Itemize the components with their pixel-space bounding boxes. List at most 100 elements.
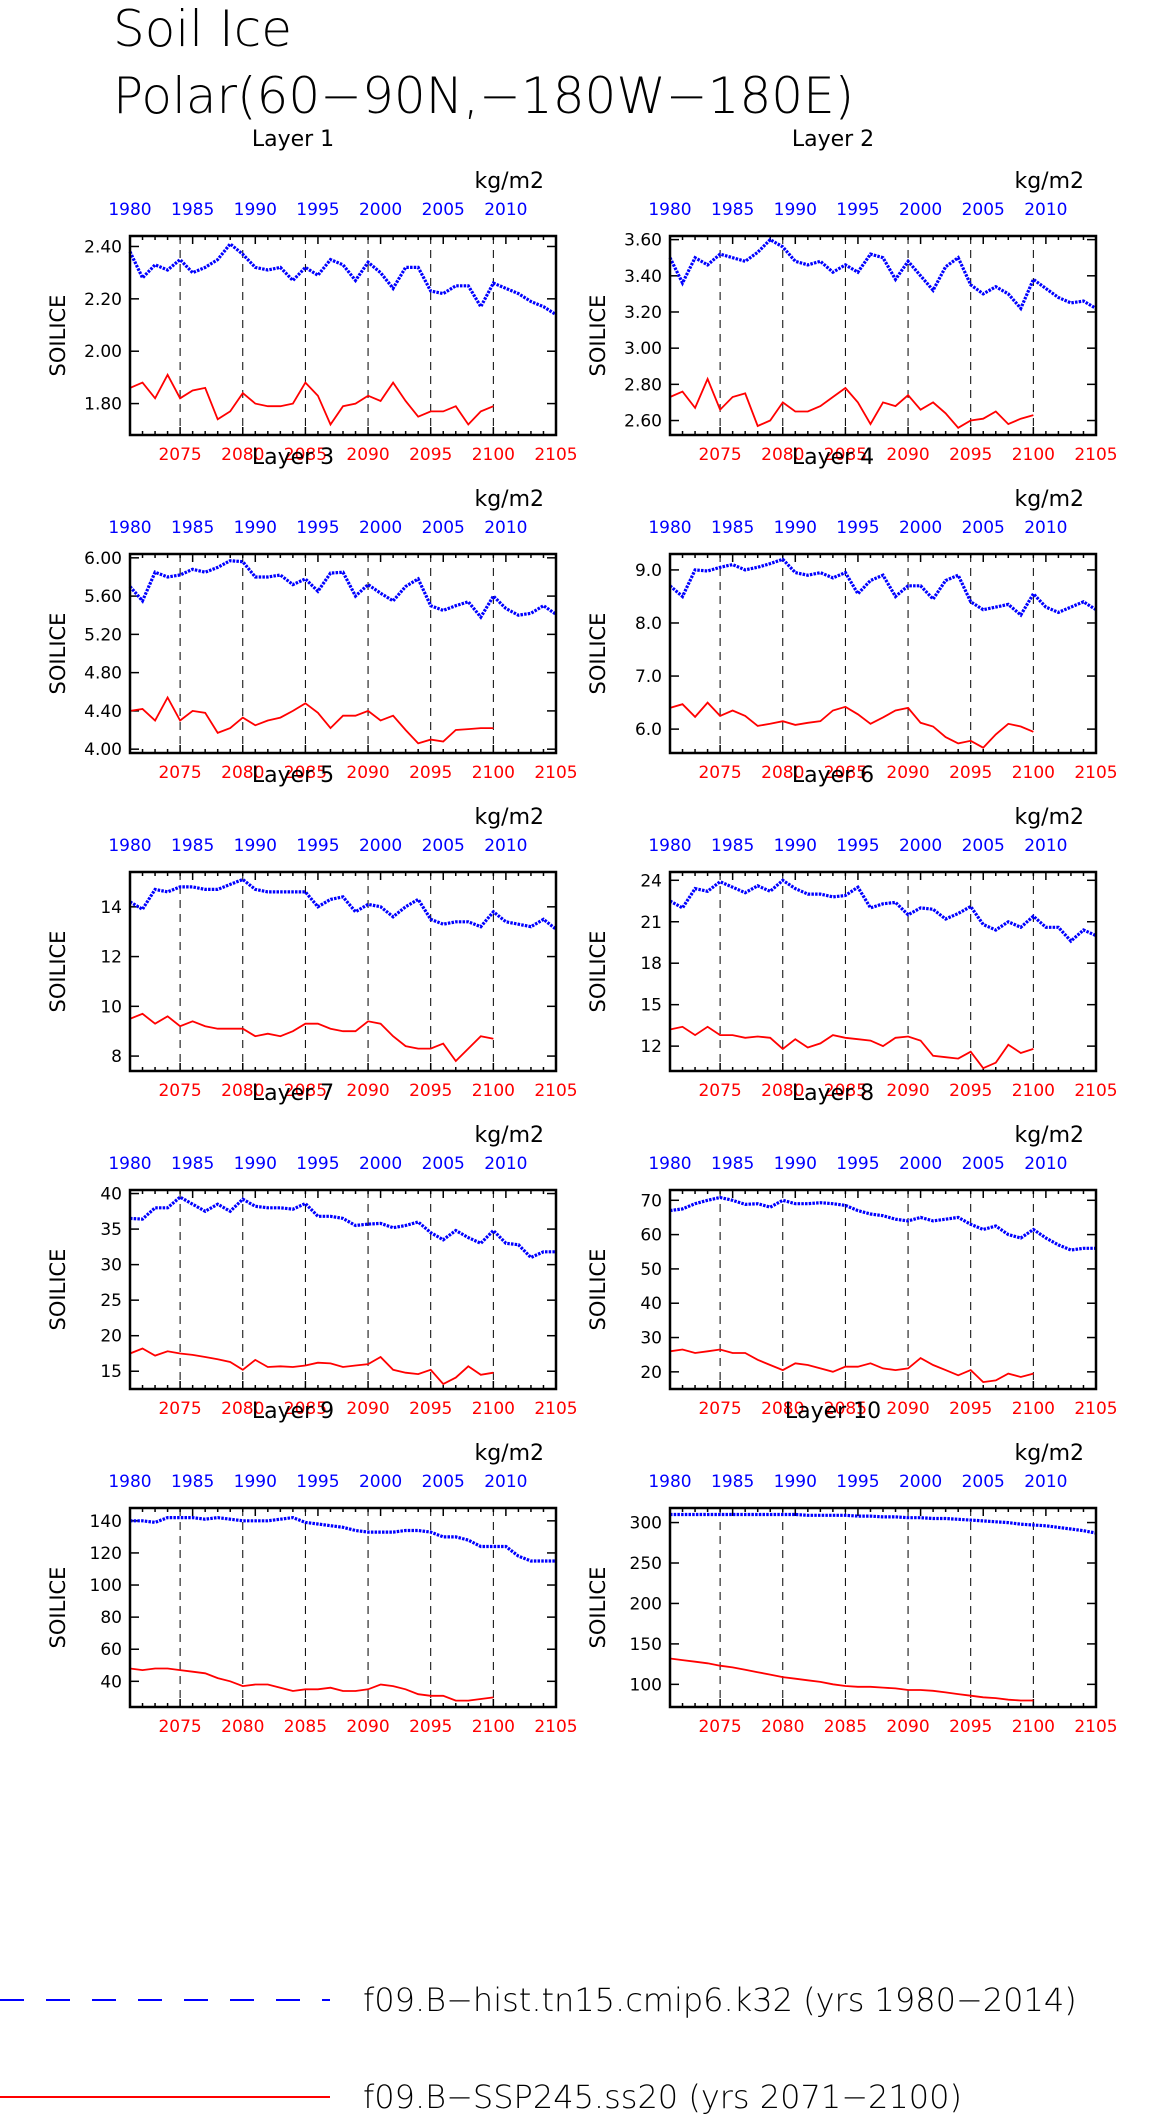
top-tick-label: 1990 (234, 200, 277, 220)
y-axis-label: SOILICE (46, 1567, 70, 1649)
bottom-tick-label: 2100 (472, 763, 515, 783)
y-tick-label: 10 (100, 997, 122, 1017)
top-tick-label: 2010 (484, 1154, 527, 1174)
y-tick-label: 7.0 (635, 667, 662, 687)
bottom-tick-label: 2090 (346, 763, 389, 783)
top-tick-label: 2005 (422, 200, 465, 220)
panel-title: Layer 5 (252, 763, 334, 788)
units-label: kg/m2 (1014, 1441, 1084, 1466)
bottom-tick-label: 2105 (1074, 445, 1117, 465)
series-line-hist (668, 237, 1097, 312)
y-axis-label: SOILICE (586, 1249, 610, 1331)
bottom-tick-label: 2105 (534, 1717, 577, 1737)
top-tick-label: 1980 (648, 518, 691, 538)
series-line-ssp (669, 1657, 1034, 1702)
y-tick-label: 30 (100, 1256, 122, 1276)
y-tick-label: 9.0 (635, 561, 662, 581)
bottom-tick-label: 2085 (284, 1717, 327, 1737)
y-axis-label: SOILICE (46, 931, 70, 1013)
plot-frame (128, 1506, 558, 1709)
top-tick-label: 2010 (484, 1472, 527, 1492)
y-tick-label: 4.00 (84, 740, 122, 760)
bottom-tick-label: 2075 (698, 1717, 741, 1737)
top-tick-label: 2010 (1024, 836, 1067, 856)
top-tick-label: 2000 (359, 836, 402, 856)
bottom-tick-label: 2105 (1074, 1717, 1117, 1737)
bottom-tick-label: 2090 (886, 1717, 929, 1737)
y-tick-label: 4.40 (84, 702, 122, 722)
y-axis-label: SOILICE (586, 613, 610, 695)
y-tick-label: 6.0 (635, 720, 662, 740)
y-tick-label: 5.60 (84, 587, 122, 607)
bottom-tick-label: 2095 (409, 763, 452, 783)
top-tick-label: 1990 (234, 518, 277, 538)
y-tick-label: 100 (90, 1576, 122, 1596)
bottom-tick-label: 2075 (698, 763, 741, 783)
y-tick-label: 3.00 (624, 339, 662, 359)
units-label: kg/m2 (1014, 805, 1084, 830)
bottom-tick-label: 2105 (1074, 1081, 1117, 1101)
y-tick-label: 120 (90, 1544, 122, 1564)
y-axis-label: SOILICE (586, 1567, 610, 1649)
panel-title: Layer 2 (792, 127, 874, 152)
bottom-tick-label: 2085 (824, 1717, 867, 1737)
bottom-tick-label: 2080 (221, 1717, 264, 1737)
series-line-ssp (129, 372, 494, 427)
y-tick-label: 14 (100, 898, 122, 918)
y-tick-label: 3.60 (624, 231, 662, 251)
y-tick-label: 18 (640, 954, 662, 974)
chart-panel-layer-4: Layer 4 kg/m2 1980 1985 1990 1995 2000 2005 2010… (586, 445, 1118, 783)
y-tick-label: 60 (640, 1226, 662, 1246)
y-tick-label: 80 (100, 1608, 122, 1628)
chart-panel-layer-2: Layer 2 kg/m2 1980 1985 1990 1995 2000 2005 2010… (586, 127, 1118, 465)
series-line-ssp (669, 376, 1034, 429)
plot-frame (668, 870, 1098, 1073)
y-tick-label: 15 (640, 996, 662, 1016)
y-tick-label: 50 (640, 1260, 662, 1280)
bottom-tick-label: 2080 (761, 445, 804, 465)
bottom-tick-label: 2090 (886, 763, 929, 783)
y-tick-label: 2.60 (624, 412, 662, 432)
series-line-ssp (129, 695, 494, 745)
bottom-tick-label: 2090 (886, 1081, 929, 1101)
top-tick-label: 1990 (774, 518, 817, 538)
plot-frame (128, 552, 558, 755)
units-label: kg/m2 (474, 1441, 544, 1466)
top-tick-label: 1985 (171, 1154, 214, 1174)
top-tick-label: 1985 (171, 1472, 214, 1492)
panel-title: Layer 9 (252, 1399, 334, 1424)
top-tick-label: 2005 (422, 836, 465, 856)
top-tick-label: 2000 (359, 1472, 402, 1492)
top-tick-label: 1990 (774, 1472, 817, 1492)
y-tick-label: 2.20 (84, 290, 122, 310)
bottom-tick-label: 2075 (158, 445, 201, 465)
top-tick-label: 2005 (422, 1154, 465, 1174)
units-label: kg/m2 (474, 1123, 544, 1148)
y-tick-label: 3.40 (624, 267, 662, 287)
bottom-tick-label: 2085 (824, 445, 867, 465)
top-tick-label: 2005 (962, 1472, 1005, 1492)
chart-panel-layer-8: Layer 8 kg/m2 1980 1985 1990 1995 2000 2005 2010… (586, 1081, 1118, 1419)
bottom-tick-label: 2085 (824, 763, 867, 783)
bottom-tick-label: 2095 (409, 1717, 452, 1737)
plot-frame (128, 1188, 558, 1391)
chart-panel-layer-3: Layer 3 kg/m2 1980 1985 1990 1995 2000 2005 2010… (46, 445, 578, 783)
top-tick-label: 2005 (962, 1154, 1005, 1174)
top-tick-label: 2010 (1024, 1154, 1067, 1174)
plot-frame (668, 1506, 1098, 1709)
bottom-tick-label: 2095 (949, 1081, 992, 1101)
top-tick-label: 2000 (899, 836, 942, 856)
bottom-tick-label: 2100 (472, 1717, 515, 1737)
y-tick-label: 6.00 (84, 549, 122, 569)
y-tick-label: 2.00 (84, 342, 122, 362)
top-tick-label: 2000 (359, 518, 402, 538)
top-tick-label: 1980 (108, 1472, 151, 1492)
top-tick-label: 1985 (171, 518, 214, 538)
series-line-ssp (669, 1025, 1034, 1070)
top-tick-label: 1995 (296, 518, 339, 538)
series-line-hist (128, 241, 557, 316)
bottom-tick-label: 2075 (698, 1399, 741, 1419)
y-tick-label: 2.40 (84, 237, 122, 257)
top-tick-label: 1980 (648, 836, 691, 856)
y-tick-label: 1.80 (84, 395, 122, 415)
